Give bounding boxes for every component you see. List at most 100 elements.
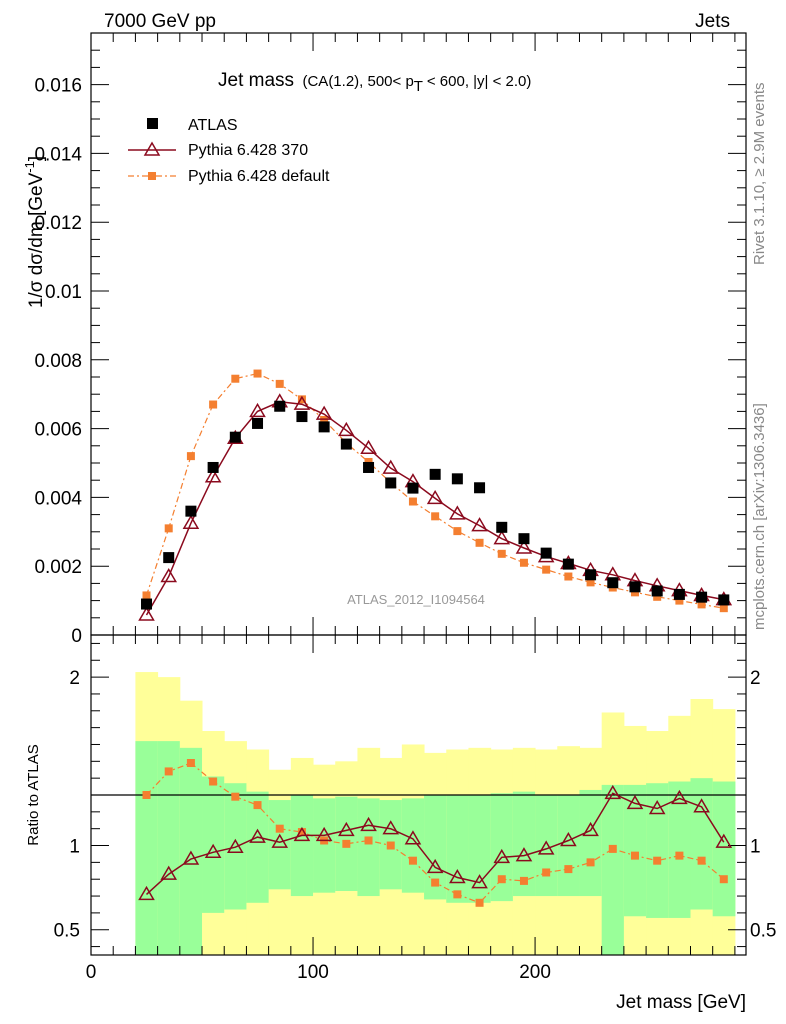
ratio-band-inner-12 [401, 798, 425, 893]
atlas-data-point [496, 521, 508, 533]
atlas-data-point [252, 417, 264, 429]
ratio-band-inner-16 [490, 793, 514, 902]
ratio-band-inner-6 [268, 800, 292, 890]
p370-main-point [471, 517, 488, 532]
atlas-data-point [718, 594, 730, 606]
p370-ratio-point [182, 850, 200, 865]
p370-ratio-point [715, 833, 733, 848]
pdef-main-point [475, 538, 484, 547]
pdef-ratio-point [519, 876, 528, 885]
p370-ratio-point [404, 830, 422, 845]
atlas-data-point [185, 505, 197, 517]
ratio-band-inner-17 [512, 791, 536, 897]
legend: ATLAS Pythia 6.428 370 Pythia 6.428 defa… [128, 117, 330, 185]
atlas-data-point [585, 569, 597, 581]
p370-ratio-point [338, 821, 355, 837]
ratio-band-inner-10 [357, 798, 381, 897]
rivet-version-label: Rivet 3.1.10, ≥ 2.9M events [751, 83, 768, 266]
p370-ratio-point [693, 798, 710, 813]
p370-main-point [449, 505, 466, 520]
atlas-data-point [163, 552, 175, 564]
atlas-data-point [429, 468, 441, 480]
pdef-ratio-point [697, 856, 706, 865]
atlas-data-point [340, 438, 352, 450]
pdef-ratio-point [186, 759, 195, 767]
ratio-y-tick-label-right: 0.5 [750, 921, 776, 942]
p370-ratio-line [145, 792, 725, 895]
ratio-band-inner-26 [712, 781, 736, 917]
pdef-ratio-point [364, 836, 373, 845]
ratio-band-inner-25 [690, 778, 714, 910]
ratio-y-tick-label-left: 1 [69, 837, 80, 858]
p370-main-point [249, 402, 266, 418]
y-tick-label: 0.014 [34, 144, 82, 165]
axis-tick-labels: 0 100 200 0 0.002 0.004 0.006 0.008 0.01 0.012 0.0… [34, 76, 776, 983]
pdef-ratio-point [653, 856, 662, 865]
p370-ratio-point [249, 828, 266, 843]
legend-atlas-label: ATLAS [188, 117, 238, 134]
atlas-data-point [141, 598, 153, 610]
pdef-main-point [653, 592, 662, 601]
ratio-band-inner-20 [579, 789, 603, 897]
atlas-data-point [651, 585, 663, 597]
pdef-main-point [297, 395, 306, 404]
pdef-main-point [542, 565, 551, 574]
y-tick-label: 0.002 [34, 557, 82, 578]
pdef-ratio-point [564, 865, 573, 874]
atlas-data-point [562, 558, 574, 570]
pdef-main-point [719, 604, 728, 613]
pdef-ratio-point [586, 858, 595, 867]
x-tick-label: 100 [297, 962, 329, 983]
p370-main-point [138, 606, 155, 621]
p370-main-point [515, 539, 533, 554]
y-tick-label: 0.016 [34, 76, 82, 97]
y-tick-label: 0.008 [34, 351, 82, 372]
p370-main-point [338, 421, 355, 437]
mcplots-label: mcplots.cern.ch [arXiv:1306.3436] [751, 403, 768, 630]
p370-ratio-point [582, 821, 599, 837]
pdef-ratio-point [231, 792, 240, 801]
pdef-main-point [519, 558, 528, 567]
pdef-main-point [275, 379, 284, 388]
p370-ratio-point [271, 833, 289, 848]
pdef-ratio-point [475, 898, 484, 907]
atlas-data-point [207, 461, 219, 473]
pdef-main-point [453, 527, 462, 536]
pdef-ratio-point [209, 777, 218, 786]
pdef-ratio-point [453, 890, 462, 899]
p370-main-point [382, 459, 400, 474]
pdef-ratio-point [164, 767, 173, 776]
pdef-main-point [364, 457, 373, 466]
pdef-ratio-point [342, 839, 351, 848]
y-axis-label: 1/σ dσ/dm [GeV-1] [22, 156, 47, 308]
p370-ratio-point [471, 874, 488, 889]
ratio-band-inner-23 [646, 783, 669, 918]
pdef-main-point [675, 596, 684, 605]
p370-main-point [182, 514, 200, 529]
header-process: Jets [695, 11, 730, 32]
p370-main-point [204, 468, 222, 483]
pdef-ratio-point [297, 828, 306, 837]
ratio-band-inner-18 [535, 795, 558, 897]
pdef-ratio-point [675, 851, 684, 860]
atlas-data-point [474, 482, 486, 494]
y-tick-label: 0.004 [34, 488, 82, 509]
p370-ratio-point [426, 858, 444, 874]
ratio-band-inner-5 [246, 791, 270, 903]
p370-ratio-point [604, 784, 622, 800]
atlas-data-point [318, 421, 330, 433]
ratio-band-inner-0 [135, 741, 159, 955]
atlas-data-point [229, 431, 241, 443]
pdef-main-point [186, 452, 195, 461]
p370-ratio-point [138, 885, 155, 901]
legend-p370-label: Pythia 6.428 370 [188, 142, 308, 159]
pdef-main-point [231, 374, 240, 383]
atlas-data-point [385, 477, 397, 489]
y-tick-label: 0.012 [34, 213, 82, 234]
header-energy: 7000 GeV pp [104, 11, 216, 32]
atlas-data-point [274, 400, 286, 412]
atlas-data-point [296, 411, 308, 423]
atlas-data-point [629, 581, 641, 593]
pdef-ratio-point [253, 801, 262, 810]
